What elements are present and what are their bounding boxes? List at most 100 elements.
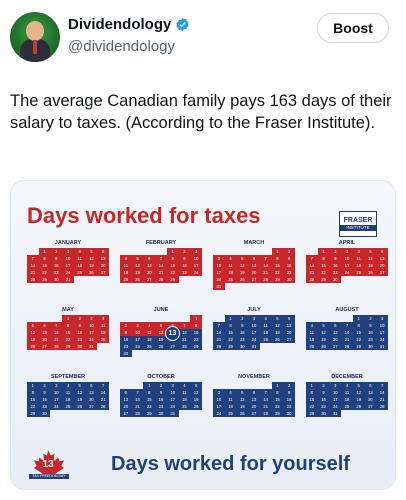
day-cell: 9 <box>329 255 342 262</box>
day-cell: 22 <box>271 269 284 276</box>
tax-freedom-day-cell: 13 <box>164 326 180 341</box>
day-cell: 15 <box>306 396 318 403</box>
day-cell: 16 <box>283 396 295 403</box>
day-cell: 24 <box>329 403 342 410</box>
user-handle[interactable]: @dividendology <box>68 38 175 55</box>
day-cell: 13 <box>85 389 98 396</box>
day-cell: 27 <box>376 269 388 276</box>
avatar[interactable] <box>10 12 60 62</box>
day-cell: 25 <box>62 403 74 410</box>
day-cell: 27 <box>248 276 260 283</box>
day-cell: 11 <box>224 262 237 269</box>
day-cell: 12 <box>155 329 167 336</box>
day-cell: 28 <box>341 343 353 350</box>
day-cell: 12 <box>27 329 39 336</box>
month-september: SEPTEMBER 1 2 3 4 5 6 7 8 9 10 11 12 13 14 15 16 17 18 19 20… <box>27 373 109 417</box>
day-cell: 8 <box>306 389 318 396</box>
day-cell: 28 <box>259 410 272 417</box>
month-may: MAY 1 2 3 4 5 6 7 8 9 10 11 12 13 14 15 16 17 18 19 20 21 22 23… <box>27 306 109 350</box>
day-cell: 23 <box>236 336 249 343</box>
month-june: JUNE123456789101112131415161718192021222… <box>120 306 202 357</box>
day-cell: 18 <box>97 329 109 336</box>
day-cell: 12 <box>364 255 377 262</box>
day-cell: 9 <box>38 389 51 396</box>
day-cell: 12 <box>236 396 249 403</box>
day-cell: 26 <box>236 410 249 417</box>
day-cell: 23 <box>38 403 51 410</box>
day-cell: 26 <box>236 276 249 283</box>
boost-button[interactable]: Boost <box>317 13 389 43</box>
day-cell: 19 <box>236 269 249 276</box>
day-cell: 15 <box>143 396 156 403</box>
day-cell: 23 <box>329 269 342 276</box>
day-cell: 3 <box>213 389 225 396</box>
day-cell: 20 <box>248 403 260 410</box>
day-cell: 21 <box>155 269 167 276</box>
day-cell: 26 <box>317 343 330 350</box>
day-cell: 9 <box>155 389 167 396</box>
day-cell: 16 <box>73 329 86 336</box>
day-cell: 10 <box>213 262 225 269</box>
day-cell: 7 <box>341 322 353 329</box>
blank-day <box>132 248 144 255</box>
day-cell: 8 <box>224 322 237 329</box>
blank-day <box>225 382 237 389</box>
day-cell: 29 <box>224 343 237 350</box>
tweet-image[interactable]: Days worked for taxes FRASER INSTITUTE J… <box>10 180 396 490</box>
day-cell: 18 <box>178 396 191 403</box>
day-cell: 19 <box>364 262 377 269</box>
day-cell: 6 <box>143 255 156 262</box>
day-cell: 21 <box>178 336 191 343</box>
day-cell: 30 <box>120 350 132 357</box>
day-cell: 8 <box>27 389 39 396</box>
day-cell: 19 <box>27 336 39 343</box>
day-cell: 5 <box>236 255 249 262</box>
day-cell: 7 <box>376 382 388 389</box>
day-cell: 27 <box>97 269 109 276</box>
day-cell: 13 <box>38 329 51 336</box>
day-cell: 28 <box>178 343 191 350</box>
day-cell: 24 <box>213 276 225 283</box>
blank-day <box>213 248 225 255</box>
day-cell: 5 <box>236 389 249 396</box>
month-name: DECEMBER <box>331 374 363 380</box>
day-cell: 22 <box>38 269 51 276</box>
day-cell: 9 <box>283 255 295 262</box>
day-cell: 15 <box>62 329 74 336</box>
day-cell: 29 <box>306 410 318 417</box>
day-cell: 25 <box>73 269 86 276</box>
display-name[interactable]: Dividendology <box>68 16 172 33</box>
day-cell: 22 <box>27 403 39 410</box>
day-cell: 14 <box>27 262 39 269</box>
day-cell: 1 <box>27 382 39 389</box>
day-cell: 8 <box>271 255 284 262</box>
day-cell: 19 <box>190 396 202 403</box>
day-cell: 27 <box>120 410 132 417</box>
day-cell: 14 <box>178 329 191 336</box>
blank-day <box>120 248 132 255</box>
day-cell: 23 <box>364 336 377 343</box>
day-cell: 20 <box>364 396 377 403</box>
day-cell: 16 <box>236 329 249 336</box>
day-cell: 23 <box>120 343 132 350</box>
day-cell: 16 <box>120 336 132 343</box>
day-cell: 19 <box>85 262 98 269</box>
day-cell: 6 <box>329 322 342 329</box>
day-cell: 13 <box>376 255 388 262</box>
day-cell: 18 <box>62 396 74 403</box>
month-name: FEBRUARY <box>145 240 177 246</box>
blank-day <box>213 315 225 322</box>
day-cell: 28 <box>50 343 63 350</box>
day-cell: 2 <box>73 315 86 322</box>
day-cell: 2 <box>236 315 249 322</box>
day-cell: 5 <box>131 255 144 262</box>
day-cell: 20 <box>283 329 295 336</box>
day-cell: 27 <box>143 276 156 283</box>
day-cell: 26 <box>155 343 167 350</box>
day-cell: 10 <box>85 322 98 329</box>
day-cell: 17 <box>329 396 342 403</box>
tfd-day: 13 <box>42 459 54 470</box>
day-cell: 6 <box>248 255 260 262</box>
